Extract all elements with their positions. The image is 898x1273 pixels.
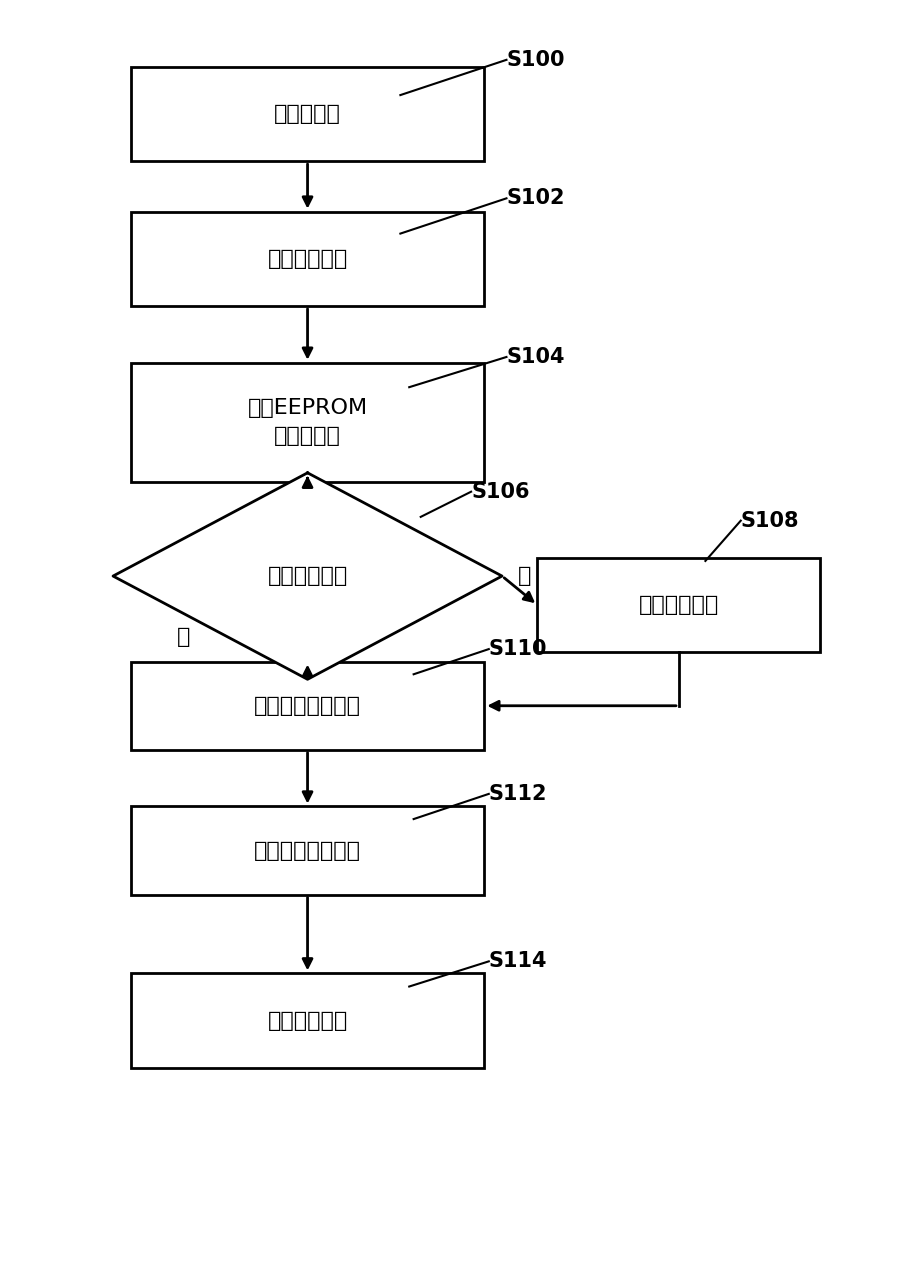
Polygon shape: [113, 472, 502, 680]
Text: 否: 否: [177, 626, 190, 647]
Bar: [131, 211, 484, 306]
Text: 是否设置模式: 是否设置模式: [268, 566, 348, 586]
Text: S106: S106: [471, 481, 530, 502]
Text: S102: S102: [506, 188, 565, 209]
Text: 超低功耗使能: 超低功耗使能: [268, 248, 348, 269]
Bar: [537, 558, 821, 652]
Text: 执行参数配置: 执行参数配置: [638, 594, 719, 615]
Text: 进入睡眠等待: 进入睡眠等待: [268, 1011, 348, 1031]
Text: S114: S114: [489, 951, 547, 971]
Bar: [131, 662, 484, 750]
Text: 开启定时唤醒中断: 开启定时唤醒中断: [254, 696, 361, 715]
Text: S104: S104: [506, 348, 565, 367]
Text: 是: 是: [517, 566, 531, 586]
Bar: [131, 974, 484, 1068]
Bar: [131, 66, 484, 162]
Text: S110: S110: [489, 639, 547, 659]
Bar: [131, 363, 484, 482]
Text: 开启外部触发中断: 开启外部触发中断: [254, 840, 361, 861]
Text: S108: S108: [741, 510, 799, 531]
Text: 读取EEPROM
内配置参数: 读取EEPROM 内配置参数: [248, 398, 367, 447]
Text: S112: S112: [489, 784, 547, 803]
Bar: [131, 807, 484, 895]
Text: 初始化时钟: 初始化时钟: [274, 104, 341, 123]
Text: S100: S100: [506, 50, 565, 70]
